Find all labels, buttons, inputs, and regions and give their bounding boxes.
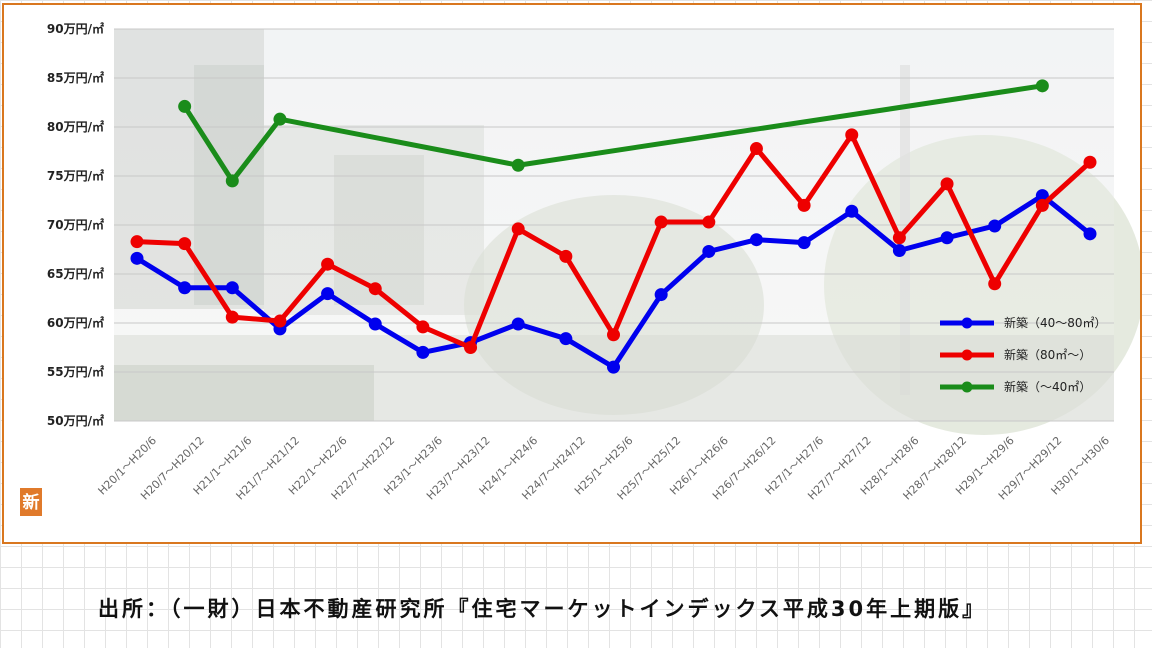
data-point bbox=[607, 328, 620, 342]
data-point bbox=[225, 174, 239, 188]
y-tick-label: 55万円/㎡ bbox=[47, 364, 104, 379]
series-lines bbox=[130, 79, 1097, 374]
data-point bbox=[654, 288, 668, 302]
data-point bbox=[749, 142, 763, 156]
chart-frame: 50万円/㎡ 55万円/㎡ 60万円/㎡ 65万円/㎡ 70万円/㎡ 75万円/㎡ 80万円… bbox=[2, 3, 1142, 544]
data-point bbox=[892, 243, 906, 257]
data-point bbox=[845, 128, 859, 142]
legend-label: 新築（80㎡～） bbox=[1004, 347, 1091, 362]
data-point bbox=[749, 233, 763, 247]
data-point bbox=[130, 251, 144, 265]
data-point bbox=[225, 310, 239, 324]
series-group bbox=[130, 128, 1097, 354]
data-point bbox=[511, 317, 525, 331]
series-group bbox=[178, 79, 1049, 188]
data-point bbox=[273, 314, 287, 328]
data-point bbox=[702, 244, 716, 258]
y-tick-label: 85万円/㎡ bbox=[47, 70, 104, 85]
data-point bbox=[511, 158, 525, 172]
legend-label: 新築（～40㎡） bbox=[1004, 379, 1091, 394]
legend-marker bbox=[961, 317, 973, 329]
data-point bbox=[845, 204, 859, 218]
data-point bbox=[130, 235, 144, 249]
data-point bbox=[273, 112, 287, 126]
photo-background bbox=[114, 29, 1140, 435]
data-point bbox=[416, 320, 430, 334]
data-point bbox=[607, 360, 620, 374]
line-chart: 50万円/㎡ 55万円/㎡ 60万円/㎡ 65万円/㎡ 70万円/㎡ 75万円/㎡ 80万円… bbox=[20, 21, 1140, 516]
data-point bbox=[368, 317, 382, 331]
data-point bbox=[321, 257, 335, 271]
data-point bbox=[178, 281, 192, 295]
y-tick-label: 75万円/㎡ bbox=[47, 168, 104, 183]
logo: 新 bbox=[20, 488, 42, 516]
data-point bbox=[178, 237, 192, 251]
data-point bbox=[559, 332, 573, 346]
data-point bbox=[940, 177, 954, 191]
data-point bbox=[1035, 189, 1049, 203]
x-axis-ticks: H20/1～H20/6H20/7～H20/12H21/1～H21/6H21/7～… bbox=[96, 434, 1113, 503]
data-point bbox=[178, 99, 192, 113]
legend-marker bbox=[961, 381, 973, 393]
data-point bbox=[1083, 227, 1097, 241]
legend-label: 新築（40～80㎡） bbox=[1004, 315, 1107, 330]
data-point bbox=[225, 281, 239, 295]
data-point bbox=[1035, 79, 1049, 93]
data-point bbox=[988, 219, 1002, 233]
data-point bbox=[892, 231, 906, 245]
data-point bbox=[464, 341, 478, 354]
data-point bbox=[654, 215, 668, 229]
y-tick-label: 70万円/㎡ bbox=[47, 217, 104, 232]
data-point bbox=[1083, 155, 1097, 169]
legend-marker bbox=[961, 349, 973, 361]
data-point bbox=[321, 287, 335, 301]
data-point bbox=[368, 282, 382, 296]
y-tick-label: 65万円/㎡ bbox=[47, 266, 104, 281]
data-point bbox=[702, 215, 716, 229]
data-point bbox=[416, 345, 430, 359]
data-point bbox=[511, 222, 525, 236]
data-point bbox=[797, 236, 811, 250]
y-axis-ticks: 50万円/㎡ 55万円/㎡ 60万円/㎡ 65万円/㎡ 70万円/㎡ 75万円/㎡ 80万円… bbox=[47, 21, 104, 428]
y-tick-label: 60万円/㎡ bbox=[47, 315, 104, 330]
source-note: 出所：（一財）日本不動産研究所『住宅マーケットインデックス平成30年上期版』 bbox=[98, 597, 987, 621]
data-point bbox=[797, 198, 811, 212]
logo-text: 新 bbox=[23, 492, 40, 513]
legend: 新築（40～80㎡） 新築（80㎡～） 新築（～40㎡） bbox=[940, 315, 1107, 394]
data-point bbox=[940, 231, 954, 245]
data-point bbox=[988, 277, 1002, 291]
y-tick-label: 50万円/㎡ bbox=[47, 413, 104, 428]
data-point bbox=[1035, 198, 1049, 212]
y-tick-label: 90万円/㎡ bbox=[47, 21, 104, 36]
series-group bbox=[130, 189, 1097, 374]
y-tick-label: 80万円/㎡ bbox=[47, 119, 104, 134]
data-point bbox=[559, 249, 573, 263]
